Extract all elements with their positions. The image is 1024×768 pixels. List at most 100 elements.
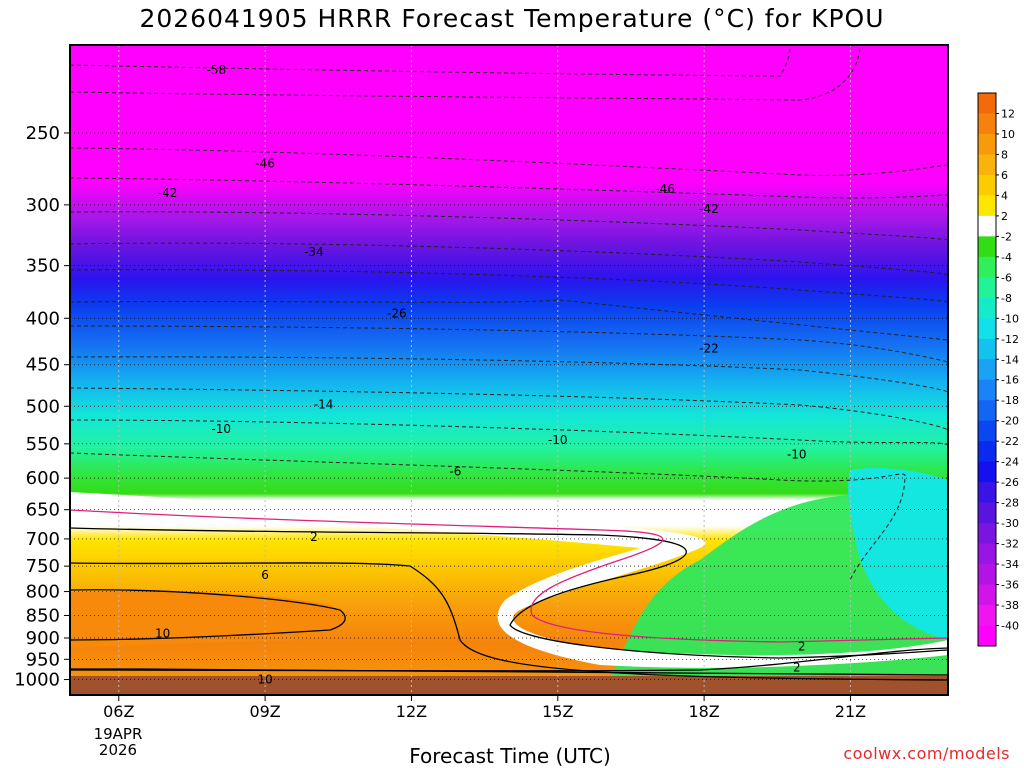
x-tick-label: 15Z xyxy=(542,702,573,721)
colorbar-label: -14 xyxy=(1001,353,1019,366)
y-tick-label: 250 xyxy=(26,123,60,144)
colorbar-swatch xyxy=(978,461,996,483)
contour-minus50 xyxy=(70,45,861,101)
colorbar-label: -18 xyxy=(1001,394,1019,407)
y-tick-label: 900 xyxy=(26,628,60,649)
colorbar-label: 12 xyxy=(1001,107,1015,120)
colorbar-swatch xyxy=(978,543,996,565)
x-axis-title: Forecast Time (UTC) xyxy=(409,744,611,768)
colorbar-label: -20 xyxy=(1001,415,1019,428)
colorbar-swatch xyxy=(978,195,996,217)
contour-label: -42 xyxy=(158,186,178,200)
colorbar-swatch xyxy=(978,113,996,135)
colorbar-swatch xyxy=(978,318,996,340)
contour-label: 2 xyxy=(310,530,318,544)
contour-label: -34 xyxy=(304,245,324,259)
plot-fill: -58 -46 -46 -42 -42 -34 -26 -22 -14 -10 -10 -10 -6 2 6… xyxy=(70,45,948,695)
y-tick-label: 1000 xyxy=(14,670,60,691)
y-tick-label: 550 xyxy=(26,434,60,455)
colorbar-frame xyxy=(977,92,997,647)
colorbar-swatch xyxy=(978,359,996,381)
colorbar-label: -32 xyxy=(1001,538,1019,551)
colorbar-swatch xyxy=(978,625,996,647)
x-date-day: 19APR xyxy=(93,725,143,743)
y-tick-label: 450 xyxy=(26,355,60,376)
contour-label: -22 xyxy=(699,342,719,356)
colorbar-label: -26 xyxy=(1001,476,1019,489)
y-tick-label: 650 xyxy=(26,500,60,521)
colorbar-swatch xyxy=(978,154,996,176)
colorbar-swatch xyxy=(978,236,996,258)
colorbar-label: -34 xyxy=(1001,558,1019,571)
colorbar-swatch xyxy=(978,133,996,155)
colorbar-swatch xyxy=(978,523,996,545)
y-tick-label: 300 xyxy=(26,195,60,216)
colorbar-label: 6 xyxy=(1001,169,1008,182)
contour-plus2-a xyxy=(70,527,948,659)
colorbar-swatch xyxy=(978,215,996,237)
contour-label: -6 xyxy=(449,465,461,479)
colorbar-label: 8 xyxy=(1001,148,1008,161)
chart-title: 2026041905 HRRR Forecast Temperature (°C… xyxy=(139,4,885,33)
contour-label: -10 xyxy=(211,422,231,436)
contour-minus46 xyxy=(70,147,948,176)
colorbar-label: -4 xyxy=(1001,251,1012,264)
colorbar-swatch xyxy=(978,297,996,319)
colorbar-swatch xyxy=(978,441,996,463)
x-tick-label: 18Z xyxy=(688,702,719,721)
colorbar-swatch xyxy=(978,584,996,606)
colorbar-swatch xyxy=(978,400,996,422)
colorbar-label: -22 xyxy=(1001,435,1019,448)
contour-plus6 xyxy=(70,562,948,681)
y-tick-label: 950 xyxy=(26,649,60,670)
colorbar-label: -38 xyxy=(1001,599,1019,612)
contour-label: -46 xyxy=(655,182,675,196)
y-tick-label: 600 xyxy=(26,468,60,489)
colorbar-swatch xyxy=(978,93,996,114)
contour-label: 2 xyxy=(793,661,801,675)
x-tick-label: 09Z xyxy=(249,702,280,721)
freezing-line xyxy=(70,509,948,643)
colorbar-swatch xyxy=(978,605,996,627)
colorbar-label: -16 xyxy=(1001,374,1019,387)
colorbar-label: -30 xyxy=(1001,517,1019,530)
y-axis: 2503003504004505005506006507007508008509… xyxy=(14,123,70,691)
contour-label: -26 xyxy=(387,306,407,320)
contour-label: -46 xyxy=(255,156,275,170)
contour-minus58 xyxy=(70,45,791,77)
contour-label: 10 xyxy=(155,627,170,641)
colorbar: 12 10 8 6 4 2 -2 -4 -6 -8 -10 -12 -14 -16 -18 -20 -22 -24… xyxy=(977,92,1019,647)
contour-label: 6 xyxy=(261,568,269,582)
credit-link[interactable]: coolwx.com/models xyxy=(843,744,1010,763)
x-tick-label: 12Z xyxy=(396,702,427,721)
x-tick-label: 21Z xyxy=(835,702,866,721)
grid-lines xyxy=(70,45,948,695)
colorbar-label: -8 xyxy=(1001,292,1012,305)
contour-minus26 xyxy=(70,299,948,341)
x-date-label: 19APR 2026 xyxy=(86,726,150,758)
contour-label: -58 xyxy=(207,63,227,77)
y-tick-label: 850 xyxy=(26,605,60,626)
colorbar-label: -24 xyxy=(1001,456,1019,469)
plot-frame xyxy=(69,44,949,696)
colorbar-swatch xyxy=(978,379,996,401)
x-date-year: 2026 xyxy=(98,741,138,759)
contour-minus6 xyxy=(70,452,906,581)
contour-labels: -58 -46 -46 -42 -42 -34 -26 -22 -14 -10 -10 -10 -6 2 6… xyxy=(155,63,807,687)
colorbar-swatch xyxy=(978,338,996,360)
contour-minus18 xyxy=(70,356,948,393)
colorbar-swatch xyxy=(978,420,996,442)
contour-minus38 xyxy=(70,211,948,241)
colorbar-swatch xyxy=(978,564,996,586)
y-tick-label: 350 xyxy=(26,256,60,277)
contour-minus10 xyxy=(70,419,948,446)
colorbar-label: 10 xyxy=(1001,128,1015,141)
colorbar-swatch xyxy=(978,502,996,524)
x-axis: 06Z 09Z 12Z 15Z 18Z 21Z xyxy=(103,695,866,721)
y-tick-label: 800 xyxy=(26,582,60,603)
contour-label: -10 xyxy=(548,433,568,447)
colorbar-label: -12 xyxy=(1001,333,1019,346)
contour-minus14 xyxy=(70,387,948,431)
colorbar-label: -6 xyxy=(1001,271,1012,284)
